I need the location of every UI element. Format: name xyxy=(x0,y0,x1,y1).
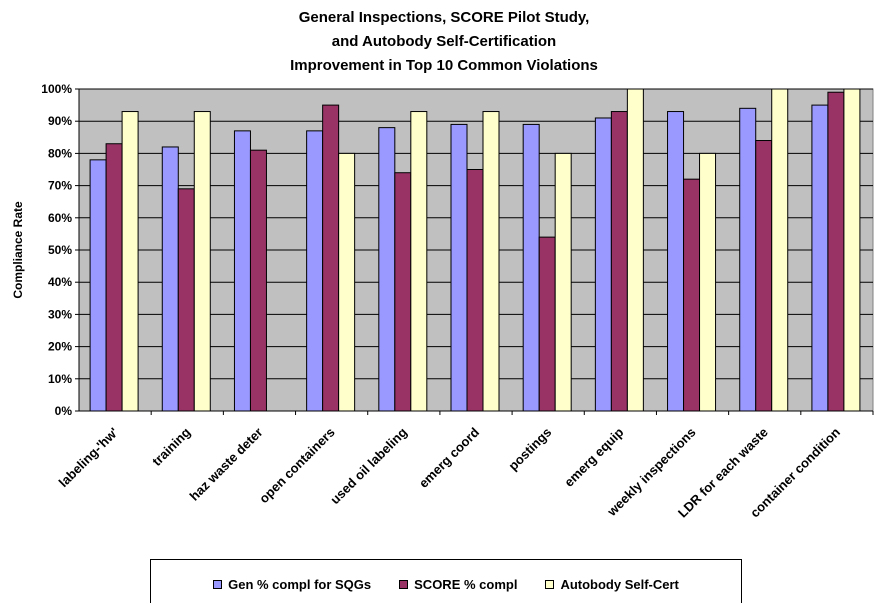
y-axis-label: Compliance Rate xyxy=(11,201,25,299)
x-tick-label: training xyxy=(149,424,193,468)
bar xyxy=(161,146,179,412)
bar xyxy=(450,123,468,412)
x-tick-label: postings xyxy=(505,425,554,474)
bar xyxy=(89,159,107,412)
bar xyxy=(193,111,211,412)
y-tick-label: 20% xyxy=(48,340,72,354)
bar xyxy=(338,152,356,412)
bar xyxy=(554,152,572,412)
bar xyxy=(233,130,251,412)
legend-label-autobody: Autobody Self-Cert xyxy=(560,577,679,592)
y-tick-label: 50% xyxy=(48,243,72,257)
bar xyxy=(739,107,757,412)
y-tick-label: 30% xyxy=(48,307,72,321)
legend-item-gen-sqg: Gen % compl for SQGs xyxy=(213,577,371,592)
bar xyxy=(610,111,628,412)
bar xyxy=(105,143,123,412)
y-tick-label: 0% xyxy=(55,404,73,418)
legend-item-autobody: Autobody Self-Cert xyxy=(545,577,679,592)
bar xyxy=(594,117,612,412)
bar xyxy=(378,127,396,412)
bar xyxy=(466,169,484,412)
bar xyxy=(843,88,861,412)
bar xyxy=(667,111,685,412)
y-tick-label: 100% xyxy=(41,82,72,96)
x-tick-label: used oil labeling xyxy=(327,424,410,507)
legend-label-score: SCORE % compl xyxy=(414,577,518,592)
bar xyxy=(177,188,195,412)
chart-title-line-2: and Autobody Self-Certification xyxy=(332,33,556,50)
bar xyxy=(410,111,428,412)
bar xyxy=(306,130,324,412)
bar xyxy=(626,88,644,412)
x-tick-label: labeling-'hw' xyxy=(56,425,122,491)
legend: Gen % compl for SQGs SCORE % compl Autob… xyxy=(150,559,742,603)
bar xyxy=(811,104,829,412)
bar xyxy=(538,236,556,412)
x-tick-label: open containers xyxy=(256,425,338,507)
legend-item-score: SCORE % compl xyxy=(399,577,517,592)
legend-label-gen-sqg: Gen % compl for SQGs xyxy=(228,577,372,592)
bar xyxy=(771,88,789,412)
chart-title-line-1: General Inspections, SCORE Pilot Study, xyxy=(299,9,590,26)
x-tick-label: emerg equip xyxy=(561,424,626,489)
x-tick-label: emerg coord xyxy=(416,424,482,490)
legend-swatch-gen-sqg xyxy=(213,580,223,589)
y-tick-label: 40% xyxy=(48,275,72,289)
y-tick-label: 60% xyxy=(48,211,72,225)
bar xyxy=(699,152,717,412)
y-tick-label: 70% xyxy=(48,179,72,193)
bar xyxy=(522,123,540,412)
legend-swatch-autobody xyxy=(545,580,555,589)
bar xyxy=(394,172,412,412)
legend-swatch-score xyxy=(399,580,409,589)
bar xyxy=(683,178,701,412)
y-tick-label: 10% xyxy=(48,372,72,386)
bar xyxy=(755,140,773,412)
x-tick-label: haz waste deter xyxy=(187,425,266,504)
bar xyxy=(827,91,845,412)
bar xyxy=(121,111,139,412)
y-tick-label: 80% xyxy=(48,146,72,160)
bar xyxy=(322,104,340,412)
bar xyxy=(249,149,267,412)
y-tick-label: 90% xyxy=(48,114,72,128)
bar xyxy=(482,111,500,412)
chart-title-line-3: Improvement in Top 10 Common Violations xyxy=(290,57,598,74)
